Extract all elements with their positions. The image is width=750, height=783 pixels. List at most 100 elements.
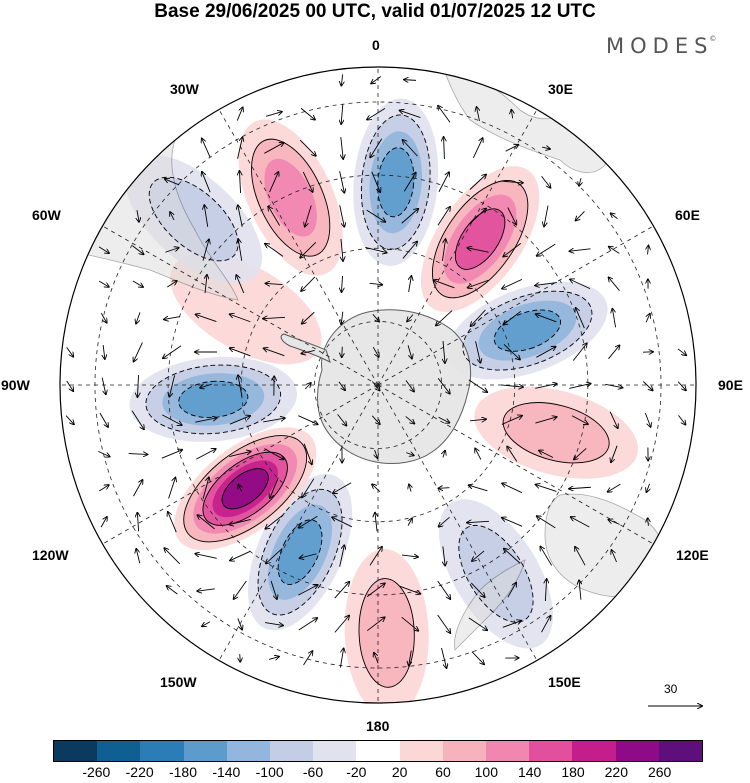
wind-vector — [196, 314, 217, 323]
wind-vector — [268, 657, 279, 660]
colorbar-swatch — [442, 741, 487, 761]
wind-vector — [467, 248, 489, 253]
anomaly-contour-fill — [222, 468, 269, 509]
wind-vector — [65, 415, 74, 425]
wind-vector — [229, 519, 251, 524]
wind-vector — [301, 276, 316, 291]
lon-label-90w: 90W — [1, 377, 30, 393]
wind-vector — [439, 488, 450, 489]
wind-vector — [300, 107, 315, 119]
wind-vector — [544, 205, 549, 227]
meridian-line — [377, 225, 654, 386]
wind-vector — [644, 412, 650, 427]
wind-vector — [437, 207, 450, 226]
anomaly-contour-line — [183, 435, 308, 543]
anomaly-contour-fill — [503, 402, 610, 463]
wind-vector — [646, 483, 649, 492]
wind-vector — [569, 384, 590, 389]
wind-vector — [339, 205, 345, 227]
wind-vector — [434, 280, 455, 289]
wind-vector — [405, 380, 414, 391]
wind-vector — [230, 551, 251, 560]
colorbar-tick-label: 140 — [517, 764, 542, 780]
lon-label-30w: 30W — [170, 81, 199, 97]
anomaly-contour-line — [145, 364, 282, 435]
wind-vector — [374, 653, 379, 664]
wind-vector — [264, 448, 283, 460]
wind-vector — [263, 317, 286, 318]
colorbar-tick-label: 20 — [391, 764, 408, 780]
wind-vector — [468, 617, 487, 630]
wind-vector — [502, 621, 521, 628]
wind-vector — [265, 244, 284, 257]
wind-vector — [99, 412, 108, 427]
wind-vector — [341, 74, 342, 85]
wind-vector — [334, 616, 349, 633]
wind-vector — [503, 243, 522, 256]
wind-vector — [337, 414, 347, 425]
wind-vector — [404, 80, 417, 81]
colorbar-tick-label: 220 — [604, 764, 629, 780]
wind-vector — [536, 485, 557, 492]
wind-vector — [536, 314, 557, 323]
wind-vector — [195, 554, 217, 559]
wind-vector — [304, 383, 311, 390]
wind-vector — [236, 107, 242, 121]
wind-vector — [470, 582, 484, 597]
wind-vector — [438, 172, 449, 192]
wind-vector — [195, 418, 217, 423]
colorbar-tick-label: -220 — [125, 764, 154, 780]
wind-vector — [541, 175, 551, 187]
wind-vector — [409, 276, 412, 293]
meridian-line — [377, 384, 538, 661]
anomaly-contour-fill — [458, 525, 534, 623]
wind-vector — [132, 280, 143, 287]
wind-vector — [406, 453, 414, 456]
wind-vector — [403, 173, 416, 192]
wind-vector — [167, 586, 178, 595]
wind-vector — [536, 347, 555, 358]
wind-vector — [608, 483, 621, 492]
logo-mark: © — [709, 35, 717, 43]
anomaly-contour-line — [251, 138, 331, 257]
antarctica-landmass — [317, 309, 472, 465]
colorbar-swatch — [313, 741, 357, 761]
wind-vector — [202, 239, 209, 261]
lon-label-150e: 150E — [548, 674, 581, 690]
anomaly-contour-line — [277, 519, 323, 585]
modes-logo: MODES© — [606, 34, 720, 58]
wind-vector — [535, 384, 556, 389]
wind-vector — [504, 549, 521, 564]
wind-vector — [511, 110, 512, 119]
wind-vector — [202, 621, 211, 627]
colorbar-swatch — [615, 741, 659, 761]
wind-vector — [401, 209, 419, 224]
wind-vector — [443, 341, 445, 363]
wind-vector — [371, 171, 380, 192]
wind-vector — [502, 518, 523, 527]
wind-vector — [341, 239, 343, 261]
wind-vector — [202, 138, 211, 158]
wind-vector — [238, 239, 243, 261]
anomaly-contour-fill — [264, 158, 317, 237]
wind-vector — [239, 171, 240, 194]
wind-vector — [205, 275, 207, 294]
lon-label-180: 180 — [366, 718, 390, 734]
wind-vector — [270, 477, 279, 498]
wind-vector — [535, 282, 557, 286]
wind-vector — [501, 181, 523, 183]
wind-vector — [576, 308, 585, 329]
wind-vector — [165, 248, 178, 253]
wind-vector — [642, 381, 652, 391]
wind-vector — [366, 209, 386, 222]
wind-vector — [234, 580, 247, 599]
wind-vector — [137, 374, 138, 397]
wind-vector — [475, 448, 482, 460]
colorbar-swatch — [356, 741, 400, 761]
wind-vector — [472, 138, 482, 159]
wind-vector — [266, 548, 283, 564]
meridian-line — [377, 109, 538, 386]
wind-vector — [163, 345, 182, 358]
wind-vector — [401, 616, 419, 631]
wind-vector — [439, 516, 450, 526]
